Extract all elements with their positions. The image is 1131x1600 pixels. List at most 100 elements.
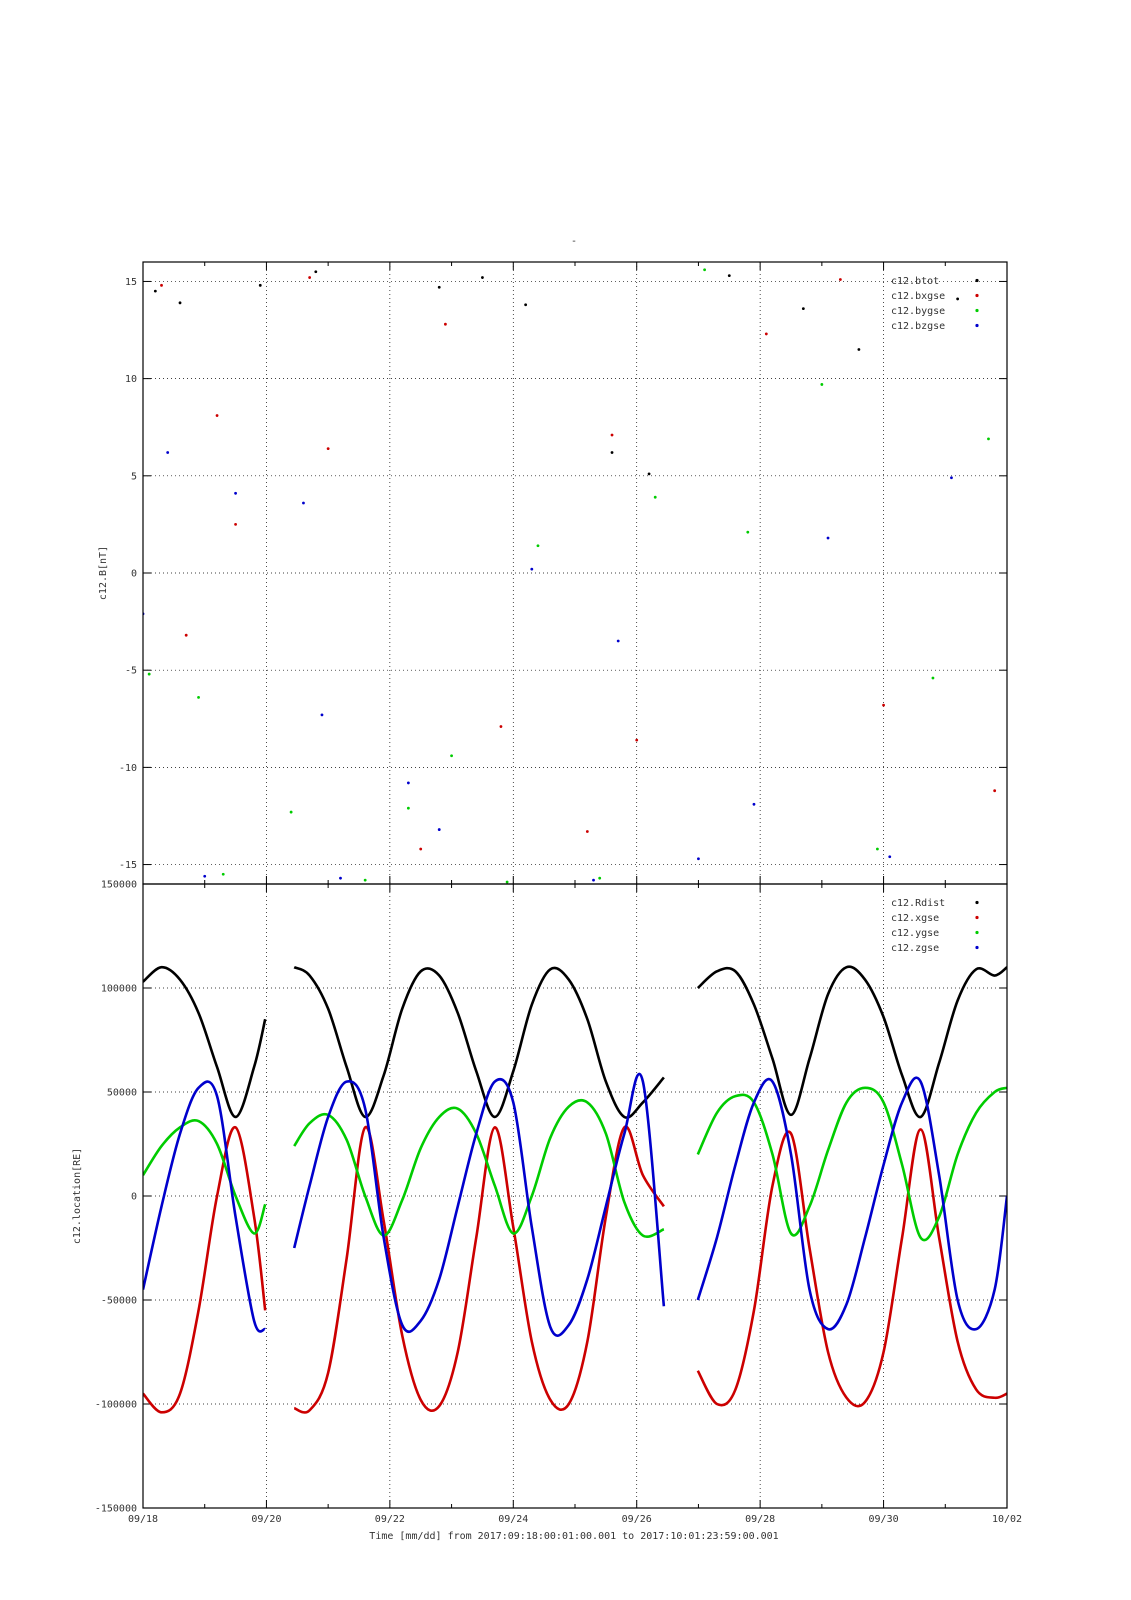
y-axis-label: c12.B[nT] xyxy=(98,546,109,600)
data-point-c12-bxgse xyxy=(882,703,885,707)
data-point-c12-bxgse xyxy=(499,725,503,728)
data-point-c12-bxgse xyxy=(215,414,219,417)
data-point-c12-btot xyxy=(314,270,318,274)
series-line-c12-Rdist xyxy=(696,965,1007,1119)
legend-marker xyxy=(975,915,979,920)
data-point-c12-bxgse xyxy=(610,433,614,437)
data-point-c12-btot xyxy=(258,283,262,287)
data-point-c12-bygse xyxy=(221,872,225,876)
y-tick-label: -100000 xyxy=(95,1400,137,1411)
data-point-c12-bzgse xyxy=(320,713,324,717)
legend-label: c12.xgse xyxy=(891,913,939,924)
data-point-c12-bzgse xyxy=(166,451,170,454)
legend-label: c12.btot xyxy=(891,276,939,287)
x-tick-label: 09/28 xyxy=(745,1514,775,1525)
data-point-c12-bxgse xyxy=(585,830,589,833)
data-point-c12-bzgse xyxy=(234,491,237,495)
data-point-c12-bzgse xyxy=(950,476,953,480)
legend-label: c12.zgse xyxy=(891,943,939,954)
y-tick-label: -15 xyxy=(119,860,137,871)
data-point-c12-bzgse xyxy=(826,536,830,540)
data-point-c12-btot xyxy=(153,289,157,293)
series-line-c12-Rdist xyxy=(143,965,267,1119)
legend-label: c12.ygse xyxy=(891,928,939,939)
data-point-c12-bxgse xyxy=(160,283,163,287)
legend-marker xyxy=(975,930,979,935)
y-tick-label: 5 xyxy=(131,471,137,482)
legend-label: c12.bygse xyxy=(891,306,945,317)
y-tick-label: 150000 xyxy=(101,880,137,891)
y-axis-label: c12.location[RE] xyxy=(72,1148,83,1244)
legend-marker xyxy=(975,323,979,328)
data-point-c12-btot xyxy=(956,297,960,301)
magnetic-field-panel: -15 -10 -5 0 5 10 15 c12.B[nT] c12.btot c12.bxgse… xyxy=(98,261,1008,885)
y-tick-label: -50000 xyxy=(101,1296,137,1307)
legend-label: c12.bzgse xyxy=(891,321,945,332)
data-point-c12-bygse xyxy=(987,437,990,441)
data-point-c12-btot xyxy=(647,472,651,476)
data-point-c12-btot xyxy=(178,301,182,305)
data-point-c12-bxgse xyxy=(308,276,312,279)
data-point-c12-btot xyxy=(857,348,861,351)
data-point-c12-bygse xyxy=(406,806,410,810)
series-line-c12-xgse xyxy=(143,1126,267,1414)
x-tick-label: 09/24 xyxy=(498,1514,528,1525)
data-point-c12-bygse xyxy=(536,544,540,548)
data-point-c12-bzgse xyxy=(530,567,534,571)
data-point-c12-bygse xyxy=(505,880,509,884)
y-tick-label: 100000 xyxy=(101,984,137,995)
data-point-c12-bzgse xyxy=(406,781,410,785)
series-line-c12-ygse xyxy=(143,1119,267,1235)
data-point-c12-bygse xyxy=(703,268,706,272)
data-point-c12-bygse xyxy=(450,754,453,758)
data-point-c12-bxgse xyxy=(993,789,997,793)
data-point-c12-bygse xyxy=(931,676,935,680)
data-point-c12-bzgse xyxy=(302,501,305,505)
data-point-c12-bzgse xyxy=(888,855,892,859)
data-point-c12-bygse xyxy=(598,876,602,880)
legend-label: c12.Rdist xyxy=(891,898,945,909)
series-line-c12-zgse xyxy=(696,1076,1007,1331)
x-tick-label: 09/20 xyxy=(251,1514,281,1525)
series-line-c12-zgse xyxy=(292,1072,666,1337)
x-axis-label: Time [mm/dd] from 2017:09:18:00:01:00.00… xyxy=(369,1531,778,1542)
legend-marker xyxy=(975,308,979,313)
x-tick-label: 09/30 xyxy=(869,1514,899,1525)
x-tick-label: 09/18 xyxy=(128,1514,158,1525)
data-point-c12-bxgse xyxy=(234,523,237,526)
data-point-c12-bzgse xyxy=(616,639,620,643)
data-point-c12-btot xyxy=(610,451,614,454)
data-point-c12-btot xyxy=(727,274,731,278)
data-point-c12-btot xyxy=(437,285,441,289)
data-point-c12-btot xyxy=(481,276,484,279)
data-point-c12-bxgse xyxy=(326,447,330,450)
data-point-c12-bxgse xyxy=(184,633,188,637)
data-point-c12-bygse xyxy=(289,810,293,814)
data-point-c12-bxgse xyxy=(764,332,768,336)
data-point-c12-bygse xyxy=(746,530,750,534)
y-tick-label: -150000 xyxy=(95,1504,137,1515)
legend-marker xyxy=(975,900,979,905)
data-point-c12-bygse xyxy=(820,383,824,386)
data-layer xyxy=(143,965,1007,1414)
location-panel: -150000 -100000 -50000 0 50000 100000 150000 c1… xyxy=(72,880,1008,1515)
legend-label: c12.bxgse xyxy=(891,291,945,302)
legend-marker xyxy=(975,293,979,298)
data-point-c12-bygse xyxy=(147,672,151,676)
data-point-c12-bzgse xyxy=(697,857,700,861)
y-tick-label: -10 xyxy=(119,763,137,774)
data-point-c12-bxgse xyxy=(635,738,639,742)
data-point-c12-bygse xyxy=(653,495,657,499)
data-point-c12-bzgse xyxy=(437,828,441,831)
y-tick-label: -5 xyxy=(125,666,137,677)
top-title: - xyxy=(571,236,577,247)
series-line-c12-ygse xyxy=(696,1086,1007,1242)
series-line-c12-xgse xyxy=(293,1125,665,1414)
data-point-c12-bzgse xyxy=(339,876,342,880)
data-point-c12-btot xyxy=(801,307,805,311)
legend-marker xyxy=(975,945,979,950)
series-line-c12-zgse xyxy=(143,1080,267,1333)
x-tick-label: 10/02 xyxy=(992,1514,1022,1525)
y-tick-label: 15 xyxy=(125,277,137,288)
data-layer xyxy=(143,268,997,884)
